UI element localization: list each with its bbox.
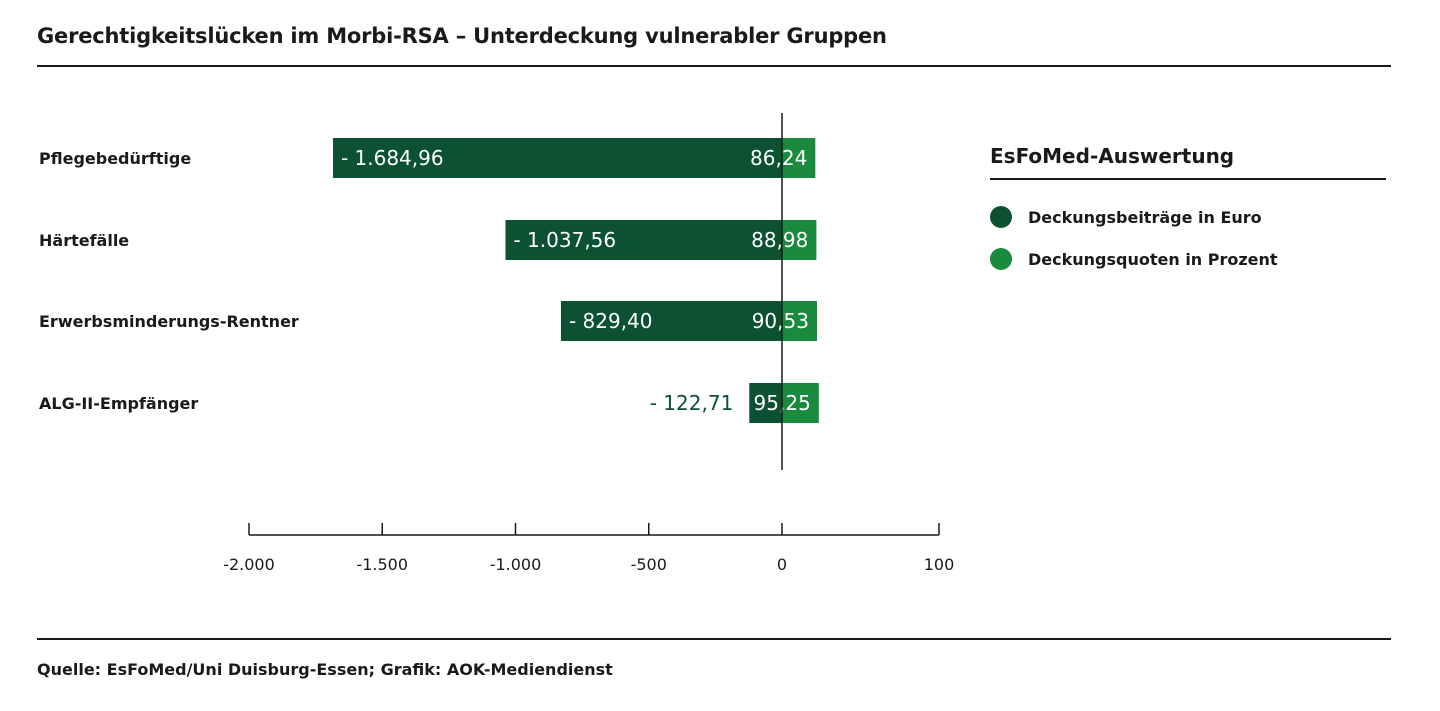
bar-label-euro: - 829,40 <box>569 309 653 333</box>
bar-percent <box>782 220 817 260</box>
x-tick-label: 100 <box>924 555 955 574</box>
legend-item-percent: Deckungsquoten in Prozent <box>990 248 1386 270</box>
bar-label-euro: - 1.037,56 <box>513 228 616 252</box>
bottom-divider <box>37 638 1391 640</box>
chart-area: Pflegebedürftige - 1.684,96 86,24 Härtefäll… <box>39 113 955 574</box>
x-tick-label: 0 <box>777 555 787 574</box>
bar-percent <box>782 138 816 178</box>
category-label: Pflegebedürftige <box>39 149 191 168</box>
legend-title: EsFoMed-Auswertung <box>990 144 1386 180</box>
category-label: Härtefälle <box>39 231 129 250</box>
bar-percent <box>782 301 817 341</box>
legend-label-euro: Deckungsbeiträge in Euro <box>1028 207 1262 227</box>
bar-euro <box>505 220 782 260</box>
legend-item-euro: Deckungsbeiträge in Euro <box>990 206 1386 228</box>
top-divider <box>37 65 1391 67</box>
bar-euro <box>560 301 782 341</box>
bar-label-euro: - 122,71 <box>650 391 734 415</box>
bar-euro <box>749 383 782 423</box>
source-note: Quelle: EsFoMed/Uni Duisburg-Essen; Graf… <box>37 660 613 679</box>
legend-swatch-percent <box>990 248 1012 270</box>
x-tick-label: -2.000 <box>223 555 275 574</box>
bar-label-euro: - 1.684,96 <box>341 146 444 170</box>
legend-swatch-euro <box>990 206 1012 228</box>
bar-label-percent: 90,53 <box>752 309 809 333</box>
bar-percent <box>782 383 819 423</box>
x-tick-label: -1.500 <box>356 555 408 574</box>
bar-label-percent: 88,98 <box>751 228 808 252</box>
legend-label-percent: Deckungsquoten in Prozent <box>1028 249 1278 269</box>
chart-title: Gerechtigkeitslücken im Morbi-RSA – Unte… <box>37 24 887 48</box>
category-label: ALG-II-Empfänger <box>39 394 198 413</box>
legend: EsFoMed-Auswertung Deckungsbeiträge in E… <box>990 144 1386 270</box>
bar-euro <box>332 138 782 178</box>
x-tick-label: -1.000 <box>490 555 542 574</box>
x-tick-label: -500 <box>631 555 667 574</box>
bar-label-percent: 86,24 <box>750 146 807 170</box>
category-label: Erwerbsminderungs-Rentner <box>39 312 299 331</box>
